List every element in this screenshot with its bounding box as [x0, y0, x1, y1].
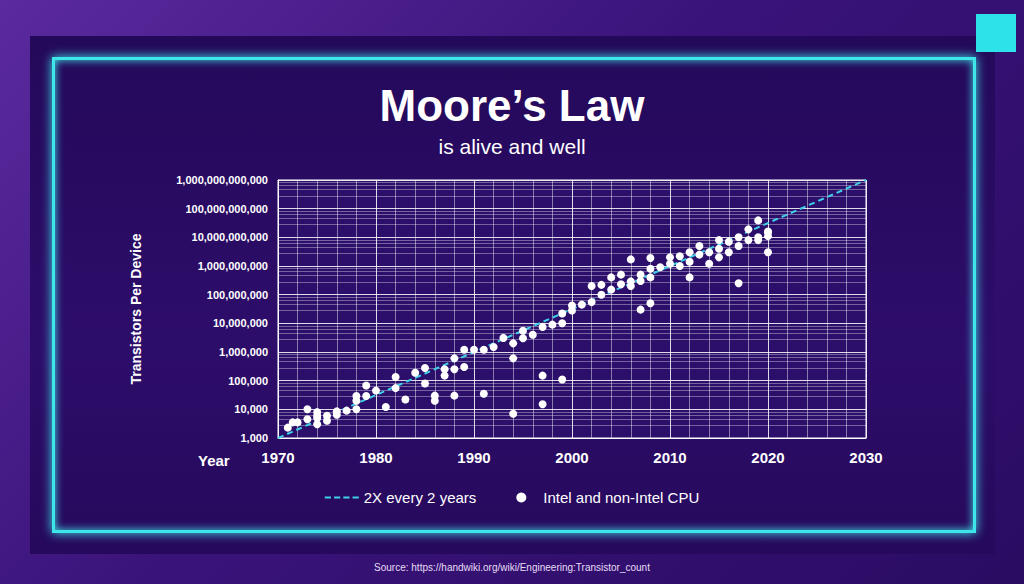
svg-text:100,000: 100,000: [228, 375, 268, 387]
svg-text:2010: 2010: [653, 449, 686, 466]
svg-text:100,000,000: 100,000,000: [207, 289, 268, 301]
svg-text:2000: 2000: [555, 449, 588, 466]
svg-text:10,000,000,000: 10,000,000,000: [192, 231, 268, 243]
svg-text:2X every 2 years: 2X every 2 years: [364, 489, 477, 506]
svg-text:2020: 2020: [751, 449, 784, 466]
svg-text:1,000,000: 1,000,000: [219, 346, 268, 358]
svg-text:1980: 1980: [359, 449, 392, 466]
svg-text:1,000,000,000: 1,000,000,000: [198, 260, 268, 272]
svg-text:1,000: 1,000: [240, 432, 268, 444]
svg-text:Source: https://handwiki.org/w: Source: https://handwiki.org/wiki/Engine…: [374, 562, 650, 573]
svg-text:2030: 2030: [849, 449, 882, 466]
svg-text:Transistors Per Device: Transistors Per Device: [128, 233, 144, 384]
svg-text:is alive and well: is alive and well: [438, 135, 585, 158]
svg-text:Year: Year: [198, 452, 230, 469]
svg-text:Intel and non-Intel CPU: Intel and non-Intel CPU: [543, 489, 699, 506]
svg-text:1,000,000,000,000: 1,000,000,000,000: [176, 174, 268, 186]
svg-text:1990: 1990: [457, 449, 490, 466]
svg-text:10,000,000: 10,000,000: [213, 317, 268, 329]
svg-text:1970: 1970: [261, 449, 294, 466]
svg-text:10,000: 10,000: [234, 403, 268, 415]
svg-text:100,000,000,000: 100,000,000,000: [185, 203, 268, 215]
svg-text:Moore’s Law: Moore’s Law: [380, 81, 646, 130]
